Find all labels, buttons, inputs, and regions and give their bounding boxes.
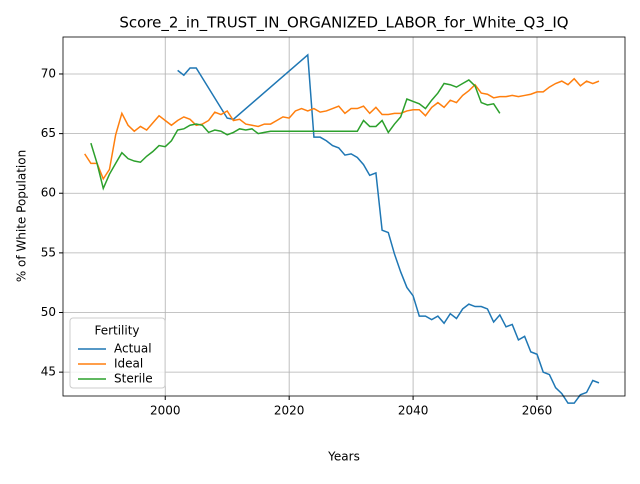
plot-frame <box>62 36 626 397</box>
x-axis-label: Years <box>327 450 360 464</box>
y-tick-label: 70 <box>41 66 56 80</box>
series-line <box>177 53 600 404</box>
x-tick-label: 2000 <box>150 404 181 418</box>
legend-box <box>69 317 166 389</box>
legend-title: Fertility <box>94 324 139 338</box>
y-axis-label: % of White Population <box>15 150 29 282</box>
y-tick-label: 55 <box>41 245 56 259</box>
series-line <box>84 77 600 181</box>
y-tick-label: 45 <box>41 365 56 379</box>
series-line <box>90 79 501 191</box>
y-tick-label: 50 <box>41 305 56 319</box>
chart-title: Score_2_in_TRUST_IN_ORGANIZED_LABOR_for_… <box>119 14 568 33</box>
legend-label: Ideal <box>114 357 143 371</box>
y-tick-label: 65 <box>41 126 56 140</box>
y-tick-label: 60 <box>41 186 56 200</box>
x-tick-label: 2060 <box>522 404 553 418</box>
legend-label: Sterile <box>114 372 153 386</box>
x-tick-label: 2020 <box>274 404 305 418</box>
legend-label: Actual <box>114 342 152 356</box>
x-tick-label: 2040 <box>398 404 429 418</box>
